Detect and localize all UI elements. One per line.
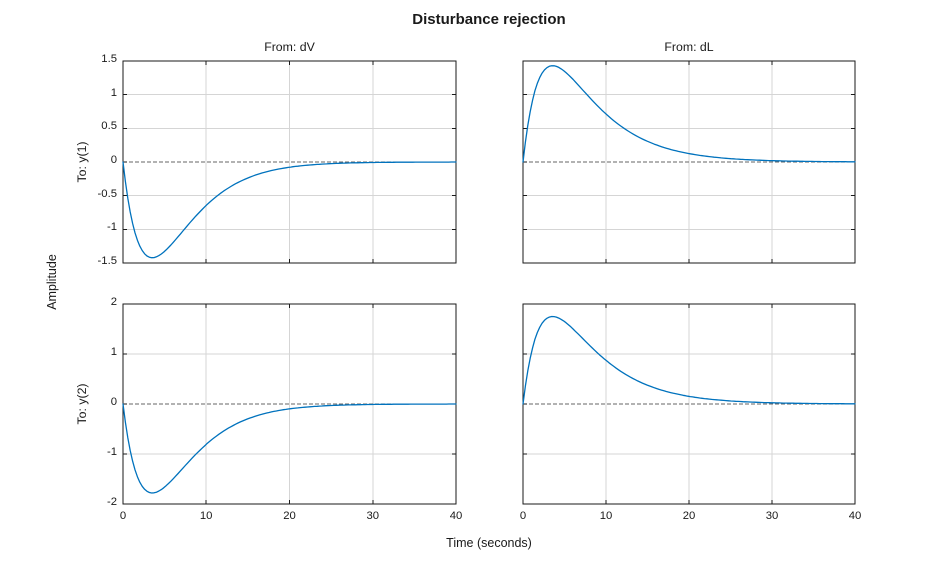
svg-text:To: y(2): To: y(2)	[75, 384, 89, 425]
svg-text:Amplitude: Amplitude	[45, 254, 59, 310]
svg-text:To: y(1): To: y(1)	[75, 142, 89, 183]
